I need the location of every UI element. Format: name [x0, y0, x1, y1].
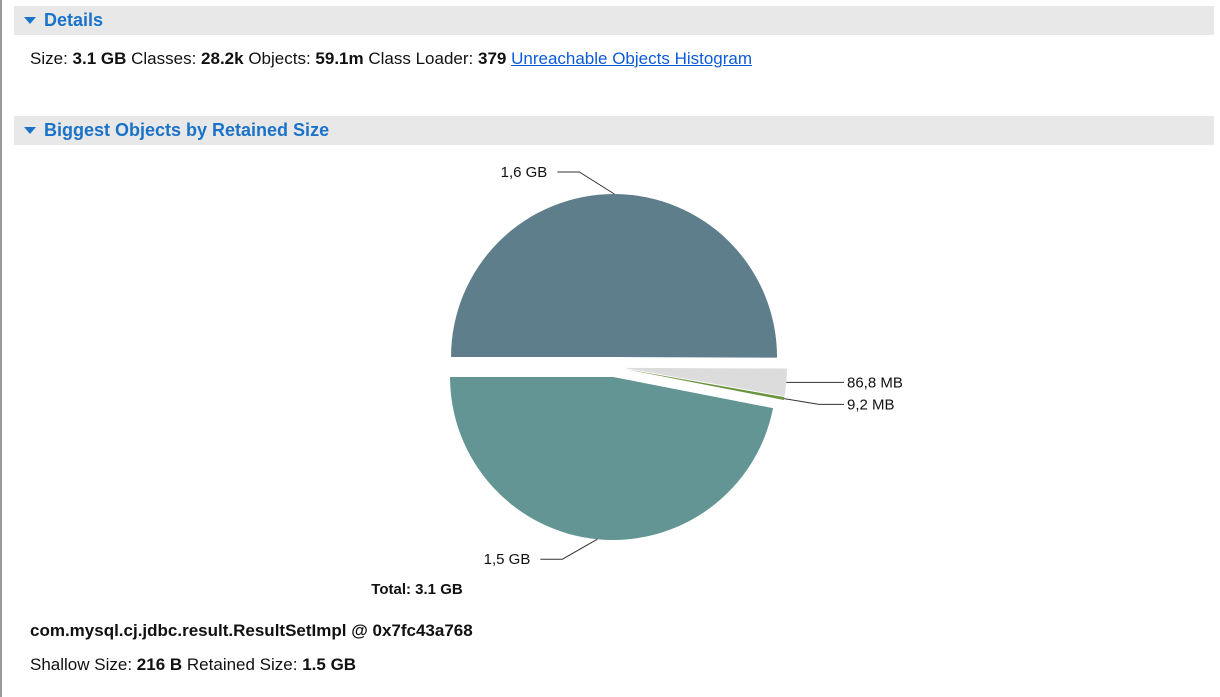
pie-slice [623, 368, 785, 401]
detail-value: 379 [477, 49, 507, 68]
leader-line [540, 538, 598, 560]
pie-slice [451, 194, 778, 358]
section-header[interactable]: Biggest Objects by Retained Size [14, 116, 1214, 145]
object-fields: Shallow Size: 216 B Retained Size: 1.5 G… [30, 655, 356, 675]
section-header[interactable]: Details [14, 6, 1214, 35]
field-label: Retained Size: [186, 655, 298, 674]
detail-label: Objects: [248, 49, 311, 68]
detail-label: Classes: [131, 49, 197, 68]
leader-line [784, 398, 844, 405]
detail-label: Size: [30, 49, 68, 68]
slice-label: 9,2 MB [847, 396, 895, 413]
section-title: Biggest Objects by Retained Size [44, 120, 330, 140]
slice-label: 1,5 GB [484, 551, 531, 568]
total-label: Total: 3.1 GB [371, 581, 463, 598]
detail-value: 59.1m [315, 49, 364, 68]
pie-slice [450, 376, 774, 540]
field-value: 216 B [136, 655, 183, 674]
pie-chart: 1,6 GB 86,8 MB 9,2 MB 1,5 GB Total: 3.1 GB [371, 164, 903, 598]
slice-label: 86,8 MB [847, 374, 903, 391]
pie-slice [623, 367, 787, 397]
section-title: Details [44, 10, 104, 30]
detail-label: Class Loader: [368, 49, 474, 68]
detail-value: 3.1 GB [72, 49, 127, 68]
object-title: com.mysql.cj.jdbc.result.ResultSetImpl @… [30, 621, 473, 640]
slice-label: 1,6 GB [501, 164, 548, 181]
leader-line [557, 171, 615, 195]
field-value: 1.5 GB [302, 655, 357, 674]
field-label: Shallow Size: [30, 655, 133, 674]
detail-value: 28.2k [201, 49, 244, 68]
details-line: Size: 3.1 GB Classes: 28.2k Objects: 59.… [30, 49, 752, 69]
histogram-link[interactable]: Unreachable Objects Histogram [511, 49, 753, 68]
